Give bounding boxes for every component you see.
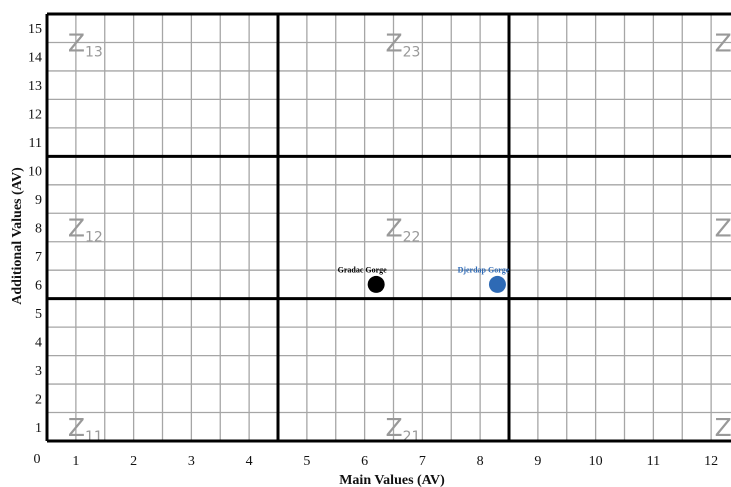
x-tick-label: 11	[647, 454, 660, 469]
zone-boundaries	[45, 12, 731, 443]
y-tick-label: 3	[35, 364, 42, 379]
data-point	[367, 275, 385, 293]
x-tick-label: 6	[361, 454, 368, 469]
y-tick-label: 15	[28, 22, 42, 37]
y-tick-label: 2	[35, 392, 42, 407]
y-tick-label: 6	[35, 278, 42, 293]
y-tick-label: 1	[35, 421, 42, 436]
zone-label: Z31	[715, 413, 731, 445]
y-tick-label: 7	[35, 250, 42, 265]
y-tick-label: 11	[29, 136, 42, 151]
x-tick-label: 8	[477, 454, 484, 469]
zone-label: Z22	[386, 214, 421, 246]
y-tick-label: 4	[35, 335, 42, 350]
x-tick-label: 12	[704, 454, 718, 469]
y-tick-label: 12	[28, 108, 42, 123]
y-tick-label: 10	[28, 165, 42, 180]
zone-labels: Z11Z12Z13Z21Z22Z23Z31Z32Z33	[68, 28, 731, 444]
zone-label: Z32	[715, 214, 731, 246]
y-tick-label: 9	[35, 193, 42, 208]
zone-label: Z23	[386, 28, 421, 60]
point-label: Djerdap Gorge	[458, 265, 510, 274]
origin-label: 0	[34, 452, 41, 467]
x-tick-label: 7	[419, 454, 426, 469]
x-tick-label: 5	[303, 454, 310, 469]
y-tick-label: 5	[35, 307, 42, 322]
x-axis-title: Main Values (AV)	[339, 473, 445, 487]
y-tick-label: 14	[28, 51, 42, 66]
zone-label: Z13	[68, 28, 103, 60]
zone-label: Z12	[68, 214, 103, 246]
x-tick-label: 1	[72, 454, 79, 469]
x-tick-label: 10	[589, 454, 603, 469]
x-tick-label: 3	[188, 454, 195, 469]
data-points: Gradac Gorge Djerdap Gorge	[338, 265, 510, 293]
data-point	[488, 275, 506, 293]
x-tick-label: 2	[130, 454, 137, 469]
x-tick-label: 4	[246, 454, 253, 469]
y-tick-label: 8	[35, 222, 42, 237]
point-label: Gradac Gorge	[338, 265, 388, 274]
y-tick-label: 13	[28, 79, 42, 94]
zone-label: Z33	[715, 28, 731, 60]
y-axis-title: Additional Values (AV)	[10, 167, 25, 305]
x-tick-label: 9	[534, 454, 541, 469]
